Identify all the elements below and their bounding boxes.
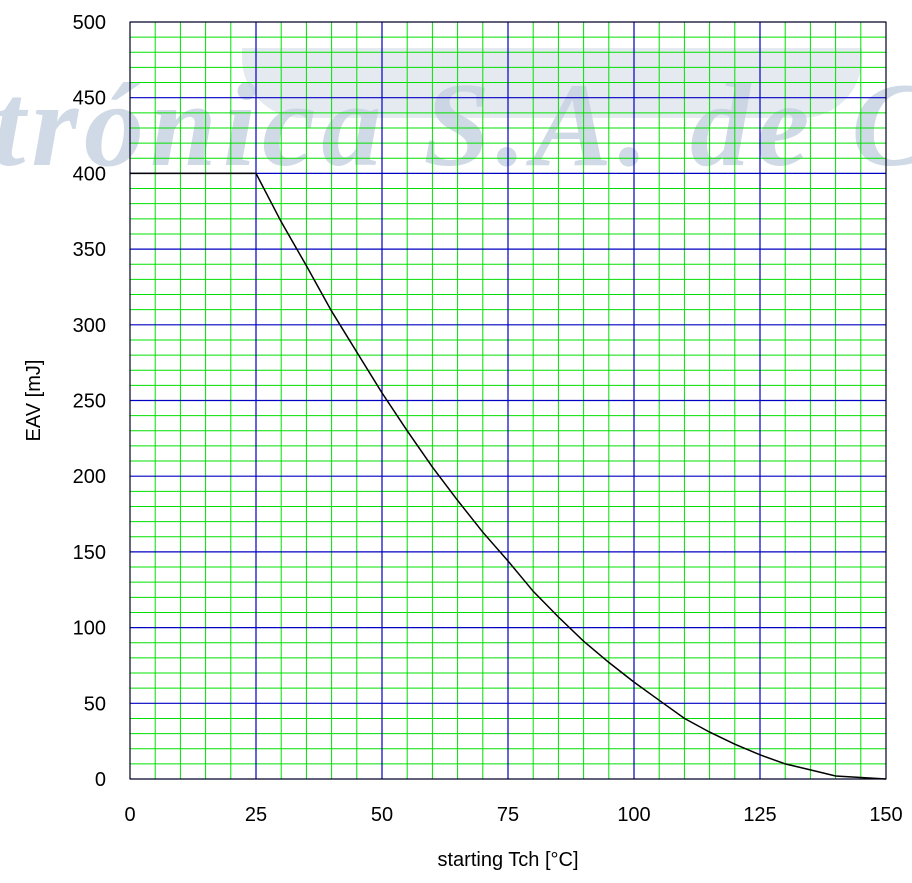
y-tick-label: 350	[73, 239, 106, 261]
y-tick-label: 100	[73, 618, 106, 640]
y-tick-label: 400	[73, 163, 106, 185]
eav-curve	[130, 172, 887, 780]
x-tick-label: 150	[869, 804, 902, 826]
x-tick-label: 100	[617, 804, 650, 826]
plot-frame	[129, 21, 887, 780]
major-grid	[129, 21, 887, 780]
y-tick-label: 500	[73, 12, 106, 34]
y-axis-label: EAV [mJ]	[23, 360, 45, 442]
x-tick-labels: 0 25 50 75 100 125 150	[124, 804, 902, 826]
y-tick-label: 250	[73, 391, 106, 413]
x-tick-label: 125	[743, 804, 776, 826]
y-tick-labels: 0 50 100 150 200 250 300 350 400 450 500	[73, 12, 106, 791]
y-tick-label: 300	[73, 315, 106, 337]
y-tick-label: 450	[73, 88, 106, 110]
y-tick-label: 0	[95, 769, 106, 791]
x-tick-label: 25	[245, 804, 267, 826]
y-tick-label: 50	[84, 693, 106, 715]
y-tick-label: 150	[73, 542, 106, 564]
x-tick-label: 50	[371, 804, 393, 826]
x-tick-label: 0	[124, 804, 135, 826]
x-axis-label: starting Tch [°C]	[437, 849, 578, 871]
x-tick-label: 75	[497, 804, 519, 826]
y-tick-label: 200	[73, 466, 106, 488]
